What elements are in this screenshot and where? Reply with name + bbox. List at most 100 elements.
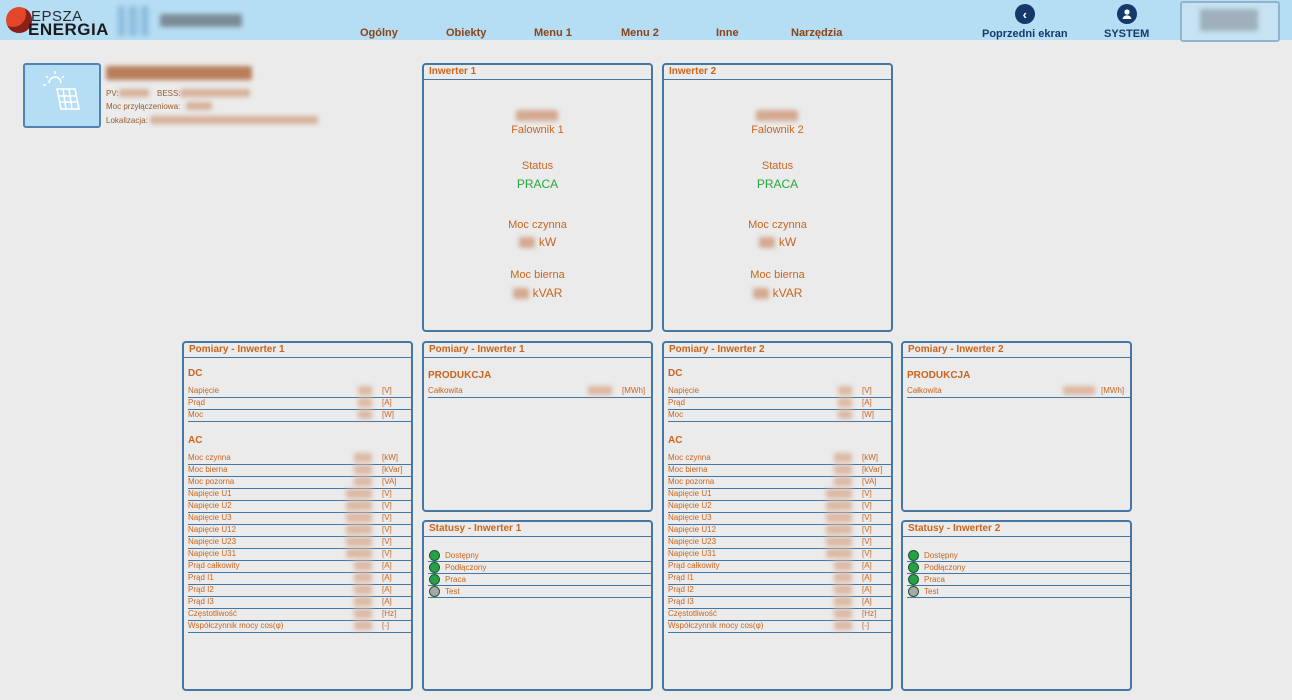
ac-measure-label: Częstotliwość — [188, 609, 237, 618]
production-section-title: PRODUKCJA — [907, 370, 971, 381]
dc-measure-unit: [V] — [862, 386, 872, 395]
inverter-1-reactive-power-value-redacted — [512, 288, 529, 300]
ac-measure-unit: [kW] — [862, 453, 878, 462]
back-button[interactable]: ‹ Poprzedni ekran — [982, 4, 1068, 40]
ac-measure-value-redacted — [346, 489, 372, 498]
ac-measure-value-redacted — [826, 501, 852, 510]
production-total-value-redacted — [588, 386, 612, 395]
measurements-inverter-2-panel[interactable]: Pomiary - Inwerter 2 DC AC Napięcie [V] Pr… — [662, 341, 893, 691]
dc-measure-value-redacted — [358, 398, 372, 407]
app-icon[interactable] — [118, 6, 150, 36]
ac-measure-value-redacted — [354, 477, 372, 486]
ac-measure-label: Napięcie U1 — [668, 489, 712, 498]
status-row: Test — [907, 585, 1130, 598]
inverter-2-panel[interactable]: Inwerter 2 Falownik 2 Status PRACA Moc c… — [662, 63, 893, 332]
ac-measure-unit: [A] — [862, 573, 872, 582]
statuses-inverter-2-panel[interactable]: Statusy - Inwerter 2 Dostępny Podłączony P… — [901, 520, 1132, 691]
ac-measure-row: Napięcie U23 [V] — [668, 536, 891, 549]
inverter-1-active-power-label: Moc czynna — [508, 219, 567, 231]
top-bar: EPSZA ENERGIA Ogólny Obiekty Menu 1 Menu… — [0, 0, 1292, 42]
logo-text-top: EPSZA — [31, 8, 83, 25]
measurements-inverter-2-title: Pomiary - Inwerter 2 — [664, 343, 891, 358]
production-inverter-1-title: Pomiary - Inwerter 1 — [424, 343, 651, 358]
ac-measure-value-redacted — [826, 489, 852, 498]
system-button-label: SYSTEM — [1104, 28, 1150, 40]
dc-measure-label: Prąd — [668, 398, 685, 407]
ac-measure-row: Częstotliwość [Hz] — [668, 608, 891, 621]
inverter-1-active-power-unit: kW — [538, 235, 557, 249]
nav-inne[interactable]: Inne — [716, 27, 739, 39]
ac-measure-row: Współczynnik mocy cos(φ) [-] — [668, 620, 891, 633]
dc-measure-label: Moc — [188, 410, 204, 419]
ac-measure-unit: [kW] — [382, 453, 398, 462]
production-inverter-2-panel[interactable]: Pomiary - Inwerter 2 PRODUKCJA Całkowita… — [901, 341, 1132, 512]
ac-measure-row: Napięcie U23 [V] — [188, 536, 411, 549]
inverter-2-active-power-value-redacted — [758, 237, 775, 249]
ac-measure-value-redacted — [834, 453, 852, 462]
inverter-1-title: Inwerter 1 — [424, 65, 651, 80]
ac-measure-label: Prąd I1 — [668, 573, 694, 582]
status-indicator-icon — [908, 562, 919, 573]
nav-menu-2[interactable]: Menu 2 — [621, 27, 659, 39]
ac-measure-value-redacted — [346, 537, 372, 546]
nav-narzedzia[interactable]: Narzędzia — [791, 27, 843, 39]
ac-measure-row: Moc pozorna [VA] — [668, 476, 891, 489]
company-logo[interactable]: EPSZA ENERGIA — [6, 4, 109, 39]
logo-text-bottom: ENERGIA — [28, 20, 109, 39]
ac-measure-value-redacted — [826, 525, 852, 534]
ac-measure-value-redacted — [346, 513, 372, 522]
inverter-1-reactive-power-label: Moc bierna — [510, 269, 565, 281]
production-inverter-2-title: Pomiary - Inwerter 2 — [903, 343, 1130, 358]
inverter-1-status-value: PRACA — [516, 177, 559, 191]
nav-obiekty[interactable]: Obiekty — [446, 27, 487, 39]
status-label: Podłączony — [445, 563, 487, 572]
ac-measure-label: Moc czynna — [668, 453, 711, 462]
site-card[interactable] — [23, 63, 101, 128]
ac-measure-label: Moc pozorna — [188, 477, 235, 486]
dc-measure-unit: [A] — [382, 398, 392, 407]
measurements-inverter-1-panel[interactable]: Pomiary - Inwerter 1 DC AC Napięcie [V] Pr… — [182, 341, 413, 691]
ac-measure-row: Napięcie U31 [V] — [188, 548, 411, 561]
production-total-value-redacted — [1063, 386, 1095, 395]
nav-menu-1[interactable]: Menu 1 — [534, 27, 572, 39]
dc-measure-row: Moc [W] — [668, 409, 891, 422]
location-value-redacted — [150, 116, 318, 124]
ac-measure-value-redacted — [354, 573, 372, 582]
inverter-1-id-redacted — [516, 110, 558, 121]
ac-measure-label: Prąd I2 — [668, 585, 694, 594]
statuses-inverter-1-panel[interactable]: Statusy - Inwerter 1 Dostępny Podłączony P… — [422, 520, 653, 691]
ac-measure-label: Napięcie U3 — [188, 513, 232, 522]
measurements-inverter-1-title: Pomiary - Inwerter 1 — [184, 343, 411, 358]
status-row: Dostępny — [428, 549, 651, 562]
app-name-redacted — [160, 14, 242, 27]
dc-section-title: DC — [188, 368, 203, 379]
status-indicator-icon — [908, 574, 919, 585]
ac-measure-row: Napięcie U1 [V] — [188, 488, 411, 501]
status-indicator-icon — [908, 586, 919, 597]
ac-measure-unit: [V] — [382, 537, 392, 546]
status-indicator-icon — [429, 586, 440, 597]
inverter-2-reactive-power-label: Moc bierna — [750, 269, 805, 281]
inverter-1-panel[interactable]: Inwerter 1 Falownik 1 Status PRACA Moc c… — [422, 63, 653, 332]
status-label: Test — [924, 587, 939, 596]
nav-ogolny[interactable]: Ogólny — [360, 27, 398, 39]
ac-measure-label: Napięcie U12 — [668, 525, 717, 534]
solar-panel-icon — [43, 71, 80, 110]
status-row: Praca — [428, 573, 651, 586]
production-total-label: Całkowita — [428, 386, 463, 395]
dc-measure-value-redacted — [838, 386, 852, 395]
production-inverter-1-panel[interactable]: Pomiary - Inwerter 1 PRODUKCJA Całkowita… — [422, 341, 653, 512]
production-total-unit: [MWh] — [1101, 386, 1125, 395]
ac-measure-unit: [kVar] — [382, 465, 403, 474]
dc-measure-label: Napięcie — [188, 386, 220, 395]
user-info-box[interactable] — [1180, 1, 1280, 42]
ac-measure-label: Prąd całkowity — [188, 561, 240, 570]
ac-measure-value-redacted — [834, 621, 852, 630]
system-button[interactable]: SYSTEM — [1104, 4, 1149, 40]
ac-measure-unit: [V] — [862, 537, 872, 546]
ac-measure-value-redacted — [834, 573, 852, 582]
status-label: Praca — [445, 575, 466, 584]
ac-measure-unit: [V] — [382, 489, 392, 498]
ac-measure-value-redacted — [354, 585, 372, 594]
site-name-redacted — [106, 66, 252, 80]
